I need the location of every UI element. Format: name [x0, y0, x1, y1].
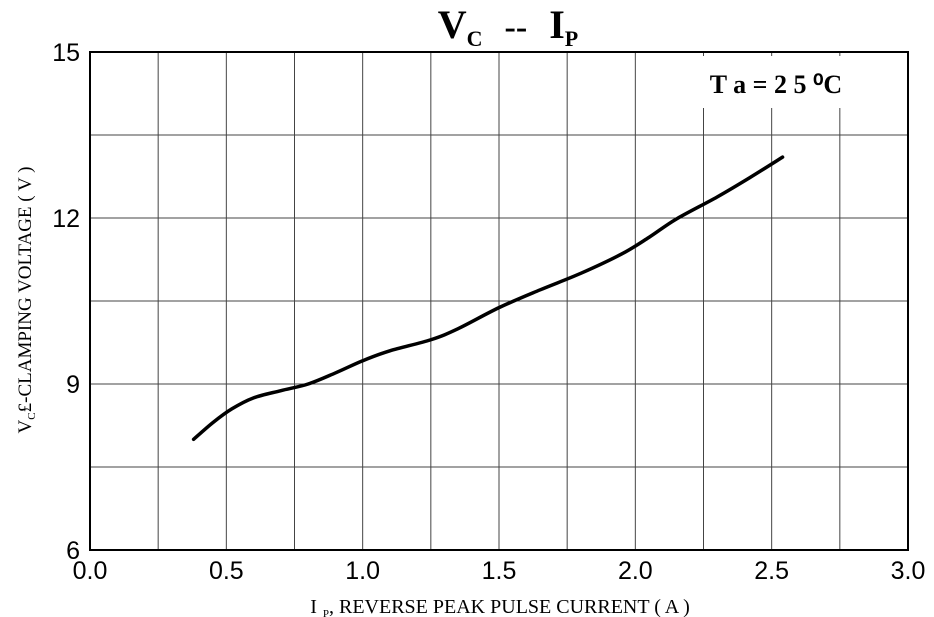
- y-tick-label: 15: [52, 39, 80, 67]
- grid-layer: [90, 52, 908, 550]
- y-label-text: £-CLAMPING VOLTAGE ( V ): [15, 167, 36, 413]
- annotation-box: [670, 56, 906, 108]
- x-label-prefix: I: [310, 596, 317, 617]
- x-tick-label: 0.0: [73, 557, 108, 585]
- y-label-prefix: V: [15, 419, 36, 433]
- y-tick-label: 9: [66, 371, 80, 399]
- x-tick-label: 1.0: [345, 557, 380, 585]
- x-tick-label: 1.5: [482, 557, 517, 585]
- temperature-annotation: T a = 2 5 ⁰C: [710, 70, 842, 99]
- tick-labels: 0.0 0.5 1.0 1.5 2.0 2.5 3.0 6 9 12 15: [52, 39, 925, 585]
- title-v: V: [438, 2, 467, 47]
- x-tick-label: 2.0: [618, 557, 653, 585]
- x-label-sub: P: [323, 608, 329, 617]
- y-axis-label: VC£-CLAMPING VOLTAGE ( V ): [15, 167, 38, 434]
- x-tick-label: 3.0: [891, 557, 926, 585]
- x-axis-label: I P, REVERSE PEAK PULSE CURRENT ( A ): [310, 596, 690, 617]
- title-i: I: [549, 2, 565, 47]
- x-tick-label: 2.5: [754, 557, 789, 585]
- y-tick-label: 6: [66, 537, 80, 565]
- x-label-text: , REVERSE PEAK PULSE CURRENT ( A ): [329, 596, 690, 617]
- chart-title: VC -- IP: [438, 2, 578, 51]
- plot-frame: [89, 51, 909, 551]
- y-tick-label: 12: [52, 205, 80, 233]
- title-i-sub: P: [565, 26, 578, 51]
- series-line: [191, 155, 785, 442]
- y-label-sub: C: [26, 412, 38, 419]
- x-tick-label: 0.5: [209, 557, 244, 585]
- title-v-sub: C: [467, 26, 483, 51]
- title-sep: --: [505, 9, 528, 46]
